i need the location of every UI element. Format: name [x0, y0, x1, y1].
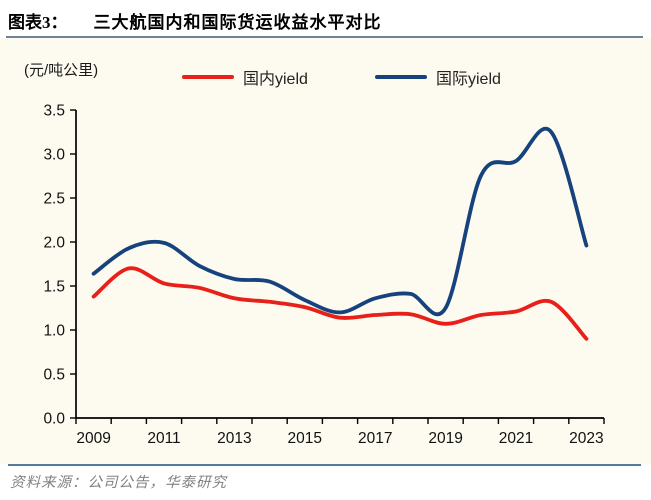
x-tick-label: 2017: [358, 430, 392, 447]
y-tick-label: 2.5: [43, 191, 65, 208]
title-divider: [6, 36, 643, 38]
y-tick-label: 1.0: [43, 323, 65, 340]
y-tick-label: 3.0: [43, 147, 65, 164]
footer-divider: [8, 464, 641, 466]
series-line-domestic: [91, 266, 589, 341]
figure-title: 三大航国内和国际货运收益水平对比: [93, 13, 382, 32]
source-note: 资料来源：公司公告，华泰研究: [10, 475, 227, 491]
y-tick-label: 0.0: [43, 411, 65, 428]
series-line-international: [91, 127, 589, 317]
legend-label-domestic: 国内yield: [243, 71, 308, 88]
y-tick-label: 2.0: [43, 235, 65, 252]
legend-item-international: 国际yield: [375, 66, 501, 88]
chart-panel: [0, 38, 651, 464]
x-tick-label: 2021: [499, 430, 533, 447]
x-tick-label: 2009: [76, 430, 110, 447]
x-tick-label: 2015: [288, 430, 322, 447]
international-line-swatch: [375, 74, 427, 80]
domestic-line-swatch: [182, 74, 234, 80]
figure-header: 图表3： 三大航国内和国际货运收益水平对比: [8, 8, 643, 33]
legend-item-domestic: 国内yield: [182, 66, 308, 88]
x-tick-label: 2013: [217, 430, 251, 447]
x-tick-label: 2023: [569, 430, 603, 447]
legend-label-international: 国际yield: [436, 71, 501, 88]
x-tick-label: 2011: [147, 430, 180, 447]
y-axis-unit-label: (元/吨公里): [24, 62, 99, 79]
y-tick-label: 0.5: [43, 367, 65, 384]
y-tick-label: 1.5: [43, 279, 65, 296]
y-tick-label: 3.5: [43, 103, 65, 120]
figure-number: 图表3：: [8, 13, 68, 32]
x-tick-label: 2019: [428, 430, 462, 447]
